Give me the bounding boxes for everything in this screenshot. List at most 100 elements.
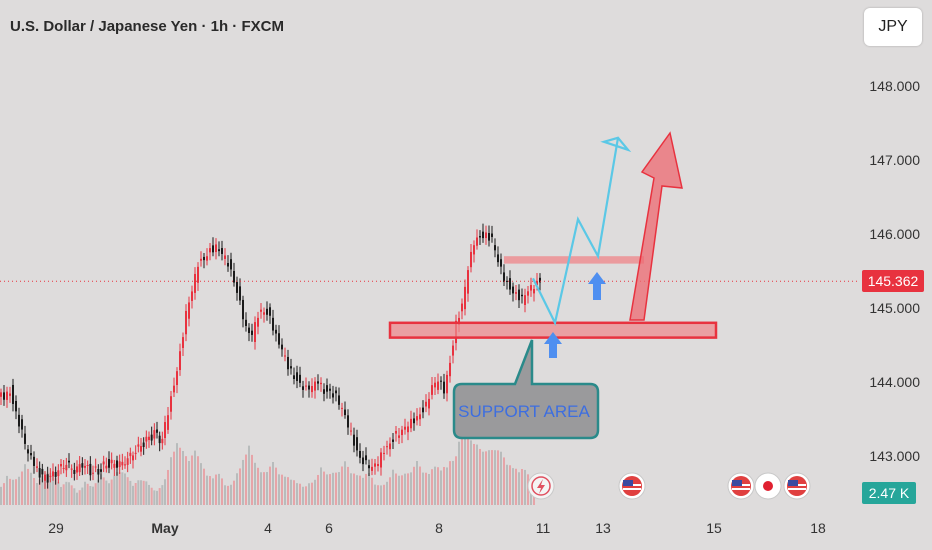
- volume-bar: [97, 479, 100, 505]
- candle-body: [434, 382, 436, 388]
- candle-body: [215, 244, 217, 253]
- candle-body: [263, 312, 265, 315]
- volume-bar: [311, 482, 313, 505]
- candle-body: [54, 471, 57, 477]
- volume-bar: [347, 466, 349, 505]
- volume-bar: [269, 466, 271, 505]
- volume-bar: [395, 473, 397, 505]
- japan-flag-icon[interactable]: [754, 472, 782, 500]
- resistance-zone[interactable]: [504, 256, 644, 264]
- candle-body: [539, 277, 541, 283]
- forecast-line[interactable]: [532, 137, 620, 327]
- candle-body: [416, 416, 418, 421]
- volume-bar: [33, 477, 35, 505]
- volume-bar: [76, 492, 78, 505]
- candle-body: [113, 463, 116, 468]
- volume-bar: [497, 450, 499, 505]
- volume-bar: [260, 472, 262, 505]
- candle-body: [62, 467, 65, 469]
- volume-bar: [488, 450, 490, 505]
- candle-body: [368, 465, 370, 469]
- volume-bar: [102, 477, 105, 505]
- big-up-arrow[interactable]: [629, 131, 683, 321]
- volume-bar: [398, 475, 400, 505]
- candle-body: [46, 474, 49, 483]
- volume-bar: [404, 473, 406, 505]
- candle-body: [94, 466, 97, 468]
- volume-bar: [86, 483, 89, 505]
- candle-body: [110, 459, 113, 464]
- currency-button[interactable]: JPY: [864, 8, 922, 46]
- volume-bar: [308, 483, 310, 505]
- lightning-icon[interactable]: [527, 472, 555, 500]
- candle-body: [185, 310, 187, 335]
- support-area-label: SUPPORT AREA: [458, 402, 590, 421]
- volume-bar: [482, 451, 484, 505]
- candle-body: [422, 407, 424, 413]
- y-tick-label: 143.000: [869, 448, 920, 464]
- volume-bar: [188, 461, 190, 505]
- blue-up-arrow-2[interactable]: [588, 272, 606, 300]
- volume-bar: [36, 483, 38, 505]
- volume-bar: [500, 451, 502, 505]
- volume-bar: [440, 470, 442, 505]
- candle-body: [458, 317, 460, 325]
- blue-up-arrow-1[interactable]: [544, 332, 562, 358]
- volume-bar: [134, 482, 137, 505]
- us-flag-icon[interactable]: [727, 472, 755, 500]
- volume-bar: [356, 475, 358, 505]
- volume-bar: [113, 475, 116, 505]
- us-flag-icon[interactable]: [618, 472, 646, 500]
- volume-bar: [341, 466, 343, 505]
- candle-body: [170, 396, 172, 412]
- candle-body: [164, 422, 166, 439]
- volume-bar: [242, 459, 244, 505]
- candle-body: [57, 470, 60, 477]
- y-tick-label: 145.000: [869, 300, 920, 316]
- candle-body: [24, 433, 26, 444]
- support-callout[interactable]: SUPPORT AREA: [452, 339, 600, 440]
- volume-bar: [443, 466, 445, 505]
- candle-body: [524, 295, 526, 305]
- y-tick-label: 147.000: [869, 152, 920, 168]
- candle-body: [407, 426, 409, 433]
- x-tick-label: 29: [48, 520, 64, 536]
- candle-body: [142, 442, 145, 448]
- candle-body: [9, 393, 11, 396]
- candle-body: [15, 400, 17, 412]
- candle-body: [245, 319, 247, 326]
- volume-bar: [278, 474, 280, 505]
- volume-bar: [18, 476, 20, 505]
- forecast-arrowhead: [600, 136, 632, 153]
- candle-body: [132, 455, 134, 461]
- volume-bar: [368, 473, 370, 505]
- candle-body: [515, 292, 517, 294]
- candle-body: [70, 468, 73, 470]
- candle-body: [209, 248, 211, 253]
- volume-bar: [191, 455, 193, 505]
- volume-bar: [455, 456, 457, 505]
- candle-body: [344, 409, 346, 416]
- volume-bar: [239, 468, 241, 505]
- volume-bar: [329, 474, 331, 505]
- y-tick-label: 148.000: [869, 78, 920, 94]
- candle-body: [380, 452, 382, 468]
- volume-bar: [515, 468, 517, 505]
- volume-bar: [413, 466, 415, 505]
- candle-body: [161, 438, 164, 444]
- volume-bar: [365, 473, 367, 505]
- candle-body: [302, 386, 304, 390]
- volume-bar: [209, 476, 211, 505]
- candle-body: [527, 291, 529, 296]
- candle-body: [158, 435, 161, 444]
- volume-bar: [437, 467, 439, 505]
- candle-body: [428, 398, 430, 409]
- volume-bar: [467, 433, 469, 505]
- volume-bar: [176, 443, 178, 505]
- candle-body: [332, 393, 334, 398]
- volume-bar: [287, 477, 289, 505]
- us-flag-icon[interactable]: [783, 472, 811, 500]
- candle-body: [68, 460, 70, 463]
- candle-body: [12, 384, 14, 404]
